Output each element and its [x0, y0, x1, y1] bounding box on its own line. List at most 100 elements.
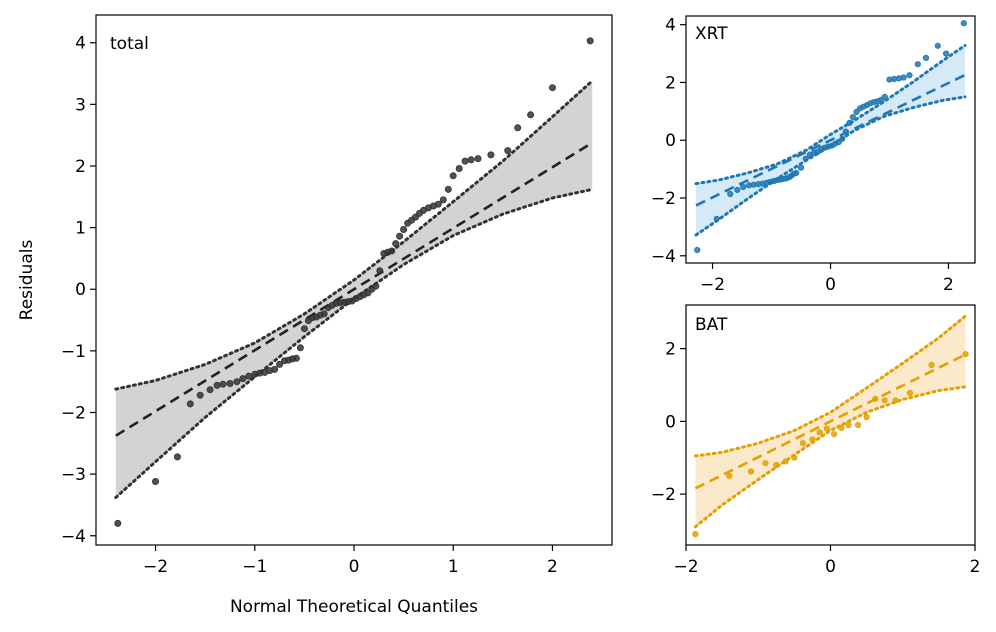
- data-point: [830, 430, 838, 438]
- data-point: [816, 429, 823, 436]
- data-point: [838, 424, 845, 431]
- data-point: [726, 472, 733, 479]
- data-point: [942, 50, 950, 57]
- fit-line: [115, 141, 593, 437]
- x-tick-label: 2: [970, 557, 981, 577]
- data-point: [300, 325, 308, 333]
- data-point: [245, 372, 253, 380]
- data-points: [694, 20, 967, 254]
- y-tick-label: 0: [665, 412, 676, 432]
- data-point: [196, 391, 204, 399]
- y-tick-label: 0: [665, 131, 676, 151]
- lower-bound-line: [694, 95, 967, 237]
- data-point: [455, 164, 463, 172]
- data-point: [747, 468, 755, 475]
- data-point: [449, 172, 457, 180]
- upper-bound-line: [114, 79, 594, 391]
- data-points: [114, 37, 594, 527]
- data-point: [487, 151, 495, 159]
- data-point: [809, 436, 816, 443]
- data-point: [206, 386, 214, 394]
- data-points: [692, 350, 969, 538]
- y-tick-label: 2: [665, 340, 676, 360]
- data-point: [219, 380, 227, 388]
- data-point: [400, 225, 408, 233]
- x-tick-label: −2: [673, 557, 698, 577]
- y-tick-label: 4: [75, 34, 86, 54]
- data-point: [960, 20, 967, 27]
- data-point: [376, 267, 384, 275]
- data-point: [802, 155, 809, 162]
- y-tick-label: −2: [651, 485, 676, 505]
- y-ticks: −4 −2 0 2 4: [651, 16, 686, 267]
- data-point: [797, 164, 805, 171]
- y-tick-label: −1: [61, 342, 86, 362]
- data-point: [549, 84, 557, 92]
- data-point: [226, 379, 234, 387]
- data-point: [922, 54, 930, 62]
- data-point: [320, 310, 328, 318]
- y-tick-label: −4: [651, 247, 676, 267]
- x-tick-label: 1: [448, 557, 459, 577]
- data-point: [474, 155, 482, 163]
- y-axis-label: Residuals: [17, 240, 37, 321]
- data-point: [782, 458, 789, 465]
- data-point: [872, 395, 879, 402]
- data-point: [388, 247, 396, 255]
- data-point: [854, 421, 862, 429]
- upper-bound-line: [694, 44, 967, 186]
- data-point: [271, 365, 279, 373]
- panel-label: XRT: [695, 24, 728, 44]
- x-ticks: −2 0 2: [700, 263, 954, 295]
- data-point: [296, 344, 304, 352]
- x-tick-label: −1: [242, 557, 267, 577]
- data-point: [527, 111, 535, 119]
- data-point: [892, 397, 899, 404]
- data-point: [186, 400, 194, 408]
- data-point: [734, 186, 741, 193]
- data-point: [839, 135, 846, 142]
- x-tick-label: −2: [143, 557, 168, 577]
- data-point: [881, 93, 888, 101]
- bat-panel: −2 0 2 −2 0 2 BAT: [651, 304, 980, 577]
- fit-line: [695, 73, 966, 207]
- data-point: [881, 397, 888, 404]
- y-ticks: −2 0 2: [651, 340, 686, 505]
- x-ticks: −2 0 2: [673, 545, 980, 577]
- data-point: [467, 156, 475, 164]
- data-point: [713, 215, 720, 222]
- data-point: [727, 190, 734, 198]
- data-point: [791, 454, 798, 461]
- data-point: [586, 37, 594, 45]
- total-panel: −2 −1 0 1 2 −4 −3 −2 −1 0 1 2 3 4 total Normal Theor…: [17, 14, 613, 617]
- xrt-panel: −2 0 2 −4 −2 0 2 4 XRT: [651, 15, 976, 295]
- data-point: [823, 425, 831, 432]
- fit-line-path: [115, 141, 593, 437]
- y-tick-label: 1: [75, 219, 86, 239]
- data-point: [213, 381, 221, 389]
- data-point: [372, 282, 380, 290]
- y-tick-label: −4: [61, 527, 86, 547]
- data-point: [914, 61, 921, 68]
- fit-line: [694, 353, 967, 490]
- y-ticks: −4 −3 −2 −1 0 1 2 3 4: [61, 34, 96, 547]
- y-tick-label: 4: [665, 16, 676, 36]
- x-tick-label: 2: [943, 275, 954, 295]
- data-point: [762, 460, 769, 467]
- x-tick-label: 0: [349, 557, 360, 577]
- data-point: [151, 477, 159, 485]
- x-tick-label: −2: [700, 275, 725, 295]
- data-point: [906, 72, 913, 79]
- data-point: [114, 519, 122, 527]
- x-ticks: −2 −1 0 1 2: [143, 545, 558, 577]
- data-point: [740, 183, 747, 191]
- data-point: [934, 42, 941, 49]
- data-point: [173, 453, 181, 461]
- fit-line-path: [695, 73, 966, 207]
- x-tick-label: 2: [547, 557, 558, 577]
- x-tick-label: 0: [825, 275, 836, 295]
- y-tick-label: 2: [75, 157, 86, 177]
- data-point: [962, 350, 969, 358]
- data-point: [444, 185, 452, 193]
- data-point: [849, 114, 857, 121]
